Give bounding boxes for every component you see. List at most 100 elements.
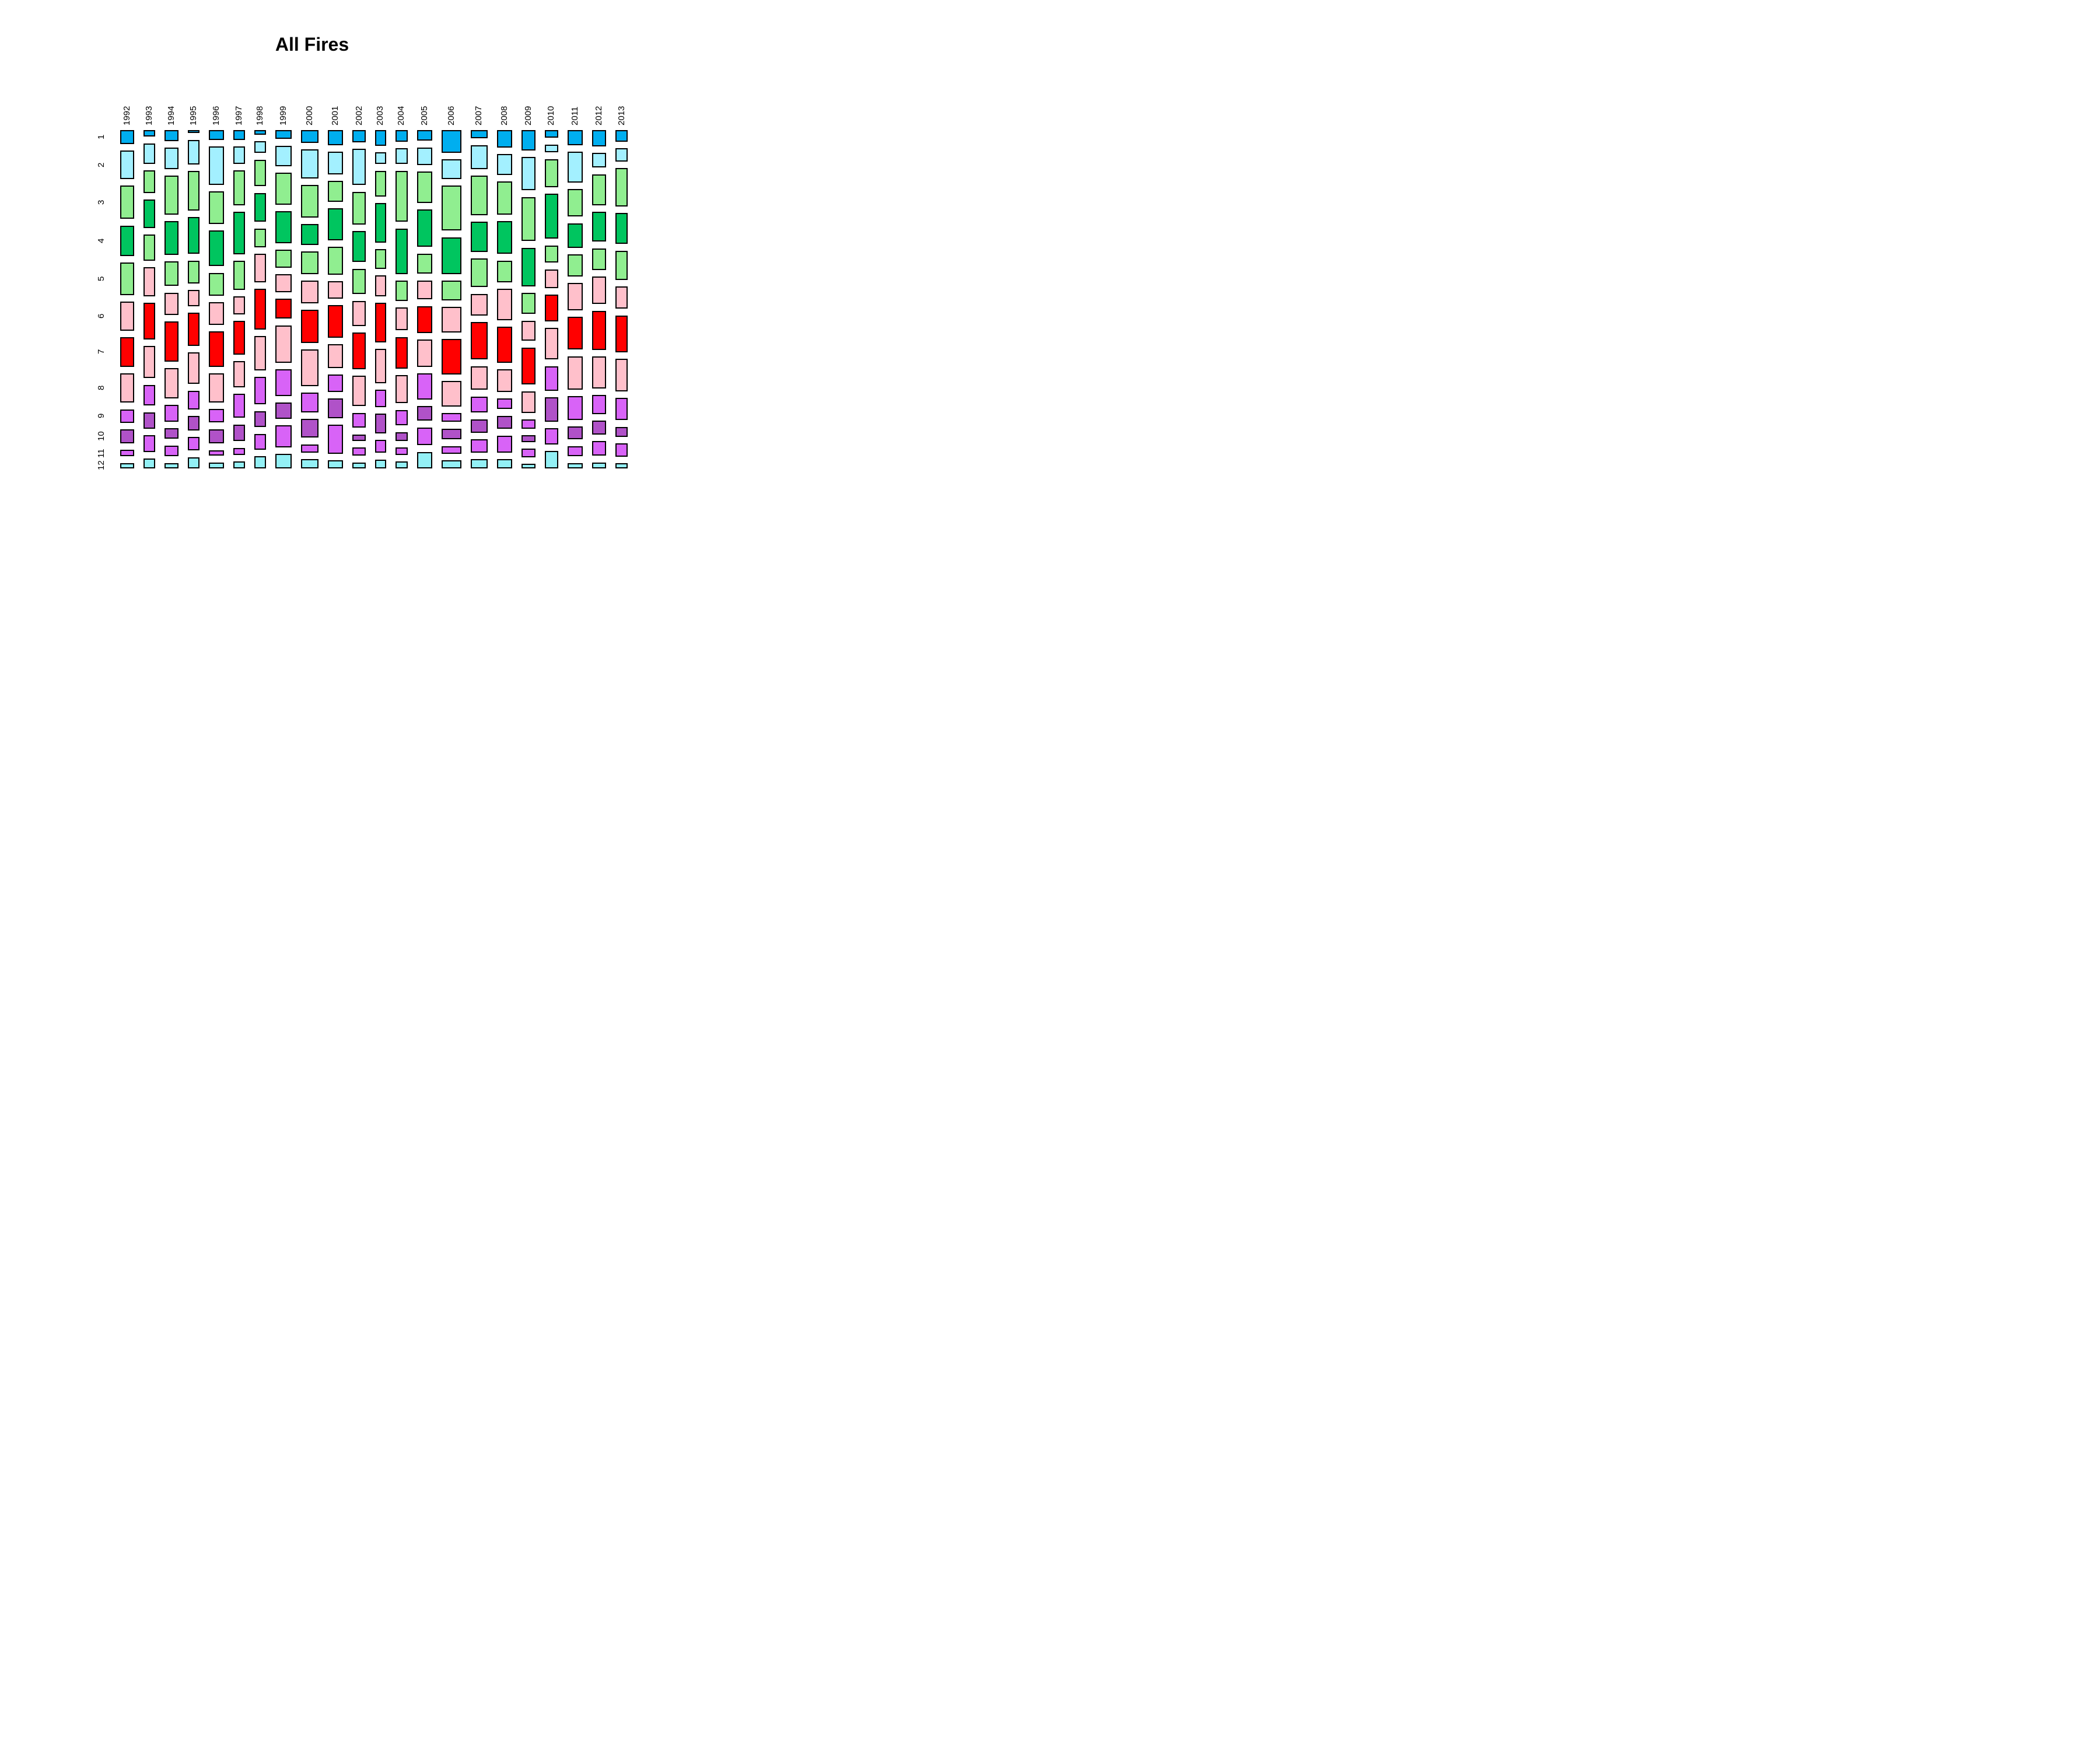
mosaic-cell-2010-5 <box>545 245 558 263</box>
mosaic-cell-1994-5 <box>164 261 178 286</box>
mosaic-cell-1994-2 <box>164 148 178 170</box>
mosaic-cell-1999-12 <box>275 454 292 468</box>
mosaic-cell-2002-8 <box>352 375 366 407</box>
mosaic-cell-1997-2 <box>233 146 245 164</box>
mosaic-cell-2010-10 <box>545 397 558 422</box>
mosaic-cell-2007-11 <box>471 439 488 453</box>
year-label-2006: 2006 <box>446 106 457 125</box>
mosaic-cell-2012-8 <box>592 356 607 388</box>
mosaic-cell-2006-1 <box>442 130 462 153</box>
mosaic-cell-2001-4 <box>327 208 343 240</box>
mosaic-cell-2004-5 <box>395 281 408 301</box>
mosaic-cell-1997-11 <box>233 447 245 456</box>
mosaic-cell-2003-6 <box>375 275 386 296</box>
mosaic-cell-1997-3 <box>233 170 245 205</box>
mosaic-cell-1998-2 <box>254 141 266 153</box>
mosaic-cell-2010-12 <box>545 451 558 468</box>
mosaic-cell-2012-2 <box>592 153 607 168</box>
mosaic-cell-2005-1 <box>416 130 433 141</box>
mosaic-cell-1999-8 <box>275 325 292 363</box>
mosaic-cell-1999-1 <box>275 130 292 139</box>
mosaic-cell-2009-8 <box>522 391 536 413</box>
year-label-2012: 2012 <box>594 106 604 125</box>
mosaic-cell-2003-1 <box>375 130 386 146</box>
mosaic-cell-2005-5 <box>416 253 433 274</box>
mosaic-cell-1995-1 <box>187 130 200 134</box>
mosaic-cell-2010-4 <box>545 193 558 239</box>
mosaic-cell-2009-1 <box>522 130 536 150</box>
mosaic-cell-2012-9 <box>592 394 607 414</box>
mosaic-cell-1997-6 <box>233 296 245 314</box>
mosaic-cell-2001-7 <box>327 305 343 338</box>
mosaic-cell-1994-9 <box>164 405 178 422</box>
mosaic-cell-1992-5 <box>120 262 134 296</box>
mosaic-cell-1996-6 <box>208 302 224 325</box>
mosaic-cell-1992-3 <box>120 186 134 219</box>
year-label-1993: 1993 <box>144 106 154 125</box>
month-label-10: 10 <box>96 431 106 442</box>
mosaic-cell-2005-12 <box>416 452 433 468</box>
year-label-2002: 2002 <box>354 106 364 125</box>
mosaic-cell-2006-3 <box>442 186 462 231</box>
mosaic-cell-2011-2 <box>567 152 583 183</box>
mosaic-cell-2002-6 <box>352 300 366 327</box>
mosaic-cell-2006-5 <box>442 281 462 300</box>
mosaic-cell-2000-4 <box>301 224 318 246</box>
mosaic-cell-1995-12 <box>187 457 200 468</box>
mosaic-cell-1998-1 <box>254 130 266 135</box>
year-label-2000: 2000 <box>304 106 315 125</box>
mosaic-cell-1993-1 <box>143 130 155 137</box>
mosaic-cell-2013-12 <box>615 463 628 468</box>
mosaic-cell-2004-2 <box>395 148 408 164</box>
mosaic-cell-2009-3 <box>522 197 536 242</box>
mosaic-cell-2008-3 <box>496 181 513 215</box>
mosaic-cell-2002-1 <box>352 130 366 142</box>
mosaic-cell-1996-12 <box>208 462 224 468</box>
mosaic-cell-2006-7 <box>442 339 462 375</box>
mosaic-cell-1995-2 <box>187 139 200 164</box>
mosaic-cell-2009-4 <box>522 247 536 287</box>
mosaic-cell-2005-6 <box>416 280 433 300</box>
mosaic-cell-2012-10 <box>592 420 607 435</box>
mosaic-cell-1994-7 <box>164 321 178 362</box>
mosaic-cell-1996-2 <box>208 146 224 185</box>
mosaic-cell-2000-9 <box>301 393 318 413</box>
mosaic-cell-1996-7 <box>208 331 224 367</box>
mosaic-cell-2003-11 <box>375 439 386 453</box>
mosaic-cell-2009-12 <box>522 463 536 468</box>
mosaic-cell-2000-5 <box>301 251 318 274</box>
mosaic-cell-2013-2 <box>615 148 628 162</box>
mosaic-cell-2008-5 <box>496 260 513 282</box>
mosaic-cell-1993-6 <box>143 267 155 296</box>
mosaic-cell-1998-10 <box>254 411 266 428</box>
mosaic-cell-2007-9 <box>471 396 488 413</box>
mosaic-cell-2001-12 <box>327 460 343 468</box>
mosaic-cell-2010-11 <box>545 428 558 445</box>
mosaic-cell-2004-4 <box>395 228 408 275</box>
mosaic-cell-2003-9 <box>375 389 386 408</box>
mosaic-cell-1998-12 <box>254 456 266 468</box>
month-label-7: 7 <box>96 349 106 355</box>
mosaic-cell-1993-10 <box>143 412 155 429</box>
mosaic-cell-2009-6 <box>522 320 536 341</box>
mosaic-cell-2007-10 <box>471 419 488 433</box>
mosaic-cell-1994-12 <box>164 463 178 468</box>
mosaic-cell-2013-5 <box>615 250 628 280</box>
mosaic-cell-2002-12 <box>352 462 366 468</box>
mosaic-cell-1996-8 <box>208 373 224 402</box>
mosaic-cell-1995-11 <box>187 437 200 451</box>
page: All Fires 1992 1 2 3 4 5 6 7 8 9 10 11 12 1993 1994 199… <box>0 0 700 583</box>
mosaic-cell-2010-8 <box>545 327 558 360</box>
mosaic-cell-1996-5 <box>208 272 224 296</box>
mosaic-cell-1992-1 <box>120 130 134 144</box>
mosaic-cell-1994-1 <box>164 130 178 141</box>
mosaic-cell-2013-6 <box>615 286 628 309</box>
year-label-2009: 2009 <box>523 106 534 125</box>
mosaic-cell-2006-10 <box>442 428 462 440</box>
mosaic-cell-2007-7 <box>471 322 488 360</box>
mosaic-cell-2012-11 <box>592 440 607 456</box>
mosaic-cell-2013-8 <box>615 359 628 392</box>
mosaic-cell-2006-9 <box>442 413 462 422</box>
mosaic-cell-1994-6 <box>164 292 178 315</box>
mosaic-cell-1996-11 <box>208 450 224 456</box>
